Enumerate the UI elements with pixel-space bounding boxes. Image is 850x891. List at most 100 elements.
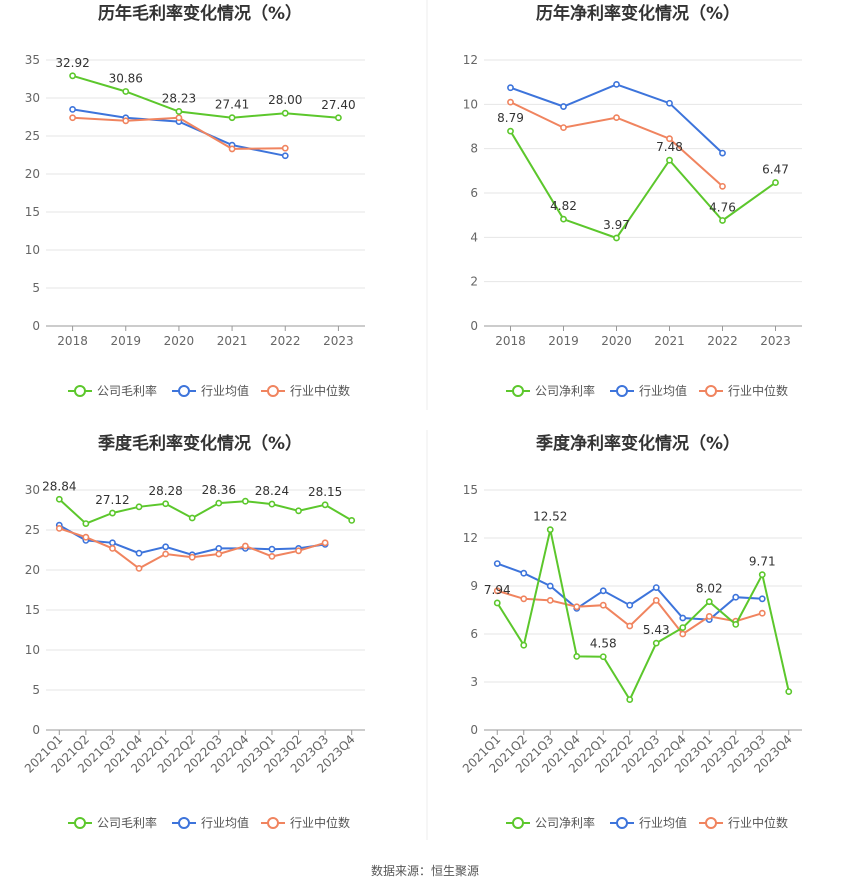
y-tick-label: 0 xyxy=(470,319,478,333)
data-point xyxy=(626,696,634,703)
chart-3: 季度毛利率变化情况（%）0510152025302021Q12021Q22021… xyxy=(22,433,365,830)
chart-title: 历年净利率变化情况（%） xyxy=(536,3,740,24)
data-point xyxy=(69,72,76,80)
y-tick-label: 6 xyxy=(470,627,478,641)
x-tick-label: 2019 xyxy=(548,334,579,348)
x-tick-label: 2022 xyxy=(270,334,301,348)
data-point xyxy=(228,114,236,122)
data-point xyxy=(109,539,116,547)
data-label: 5.43 xyxy=(643,623,670,637)
data-point xyxy=(268,545,276,553)
data-label: 28.24 xyxy=(255,484,289,498)
data-point xyxy=(493,560,501,567)
y-tick-label: 2 xyxy=(470,275,478,289)
data-point xyxy=(599,587,607,595)
data-point xyxy=(55,525,63,532)
data-point xyxy=(573,653,581,660)
data-point xyxy=(162,500,170,508)
x-tick-label: 2020 xyxy=(601,334,632,348)
data-point xyxy=(109,545,116,552)
data-point xyxy=(626,601,634,609)
legend-marker-icon xyxy=(74,385,86,397)
legend-item-1: 公司毛利率 xyxy=(68,815,157,830)
legend-label: 行业中位数 xyxy=(290,383,350,398)
y-tick-label: 25 xyxy=(25,129,40,143)
legend-marker-icon xyxy=(178,817,190,829)
legend-label: 行业均值 xyxy=(639,383,687,398)
data-point xyxy=(652,597,660,604)
data-point xyxy=(758,595,766,603)
data-point xyxy=(348,517,356,524)
legend-marker-icon xyxy=(616,385,628,397)
data-point xyxy=(520,641,528,649)
data-label: 28.28 xyxy=(148,484,182,498)
y-tick-label: 20 xyxy=(25,167,40,181)
data-point xyxy=(507,127,514,135)
legend-marker-icon xyxy=(512,817,524,829)
data-point xyxy=(321,501,329,509)
data-point xyxy=(732,621,740,628)
data-point xyxy=(82,520,90,527)
data-point xyxy=(281,109,289,117)
y-tick-label: 10 xyxy=(25,243,40,257)
legend-label: 行业均值 xyxy=(201,383,249,398)
data-label: 28.36 xyxy=(202,483,236,497)
legend-label: 行业中位数 xyxy=(728,383,788,398)
legend-label: 公司毛利率 xyxy=(97,383,157,398)
data-point xyxy=(135,503,143,511)
legend-marker-icon xyxy=(616,817,628,829)
data-point xyxy=(626,622,634,630)
data-point xyxy=(719,182,726,190)
legend-item-3: 行业中位数 xyxy=(699,383,788,398)
y-tick-label: 0 xyxy=(470,723,478,737)
y-tick-label: 25 xyxy=(25,523,40,537)
data-point xyxy=(719,217,726,224)
data-point xyxy=(560,124,567,132)
data-point xyxy=(109,509,116,517)
data-point xyxy=(599,601,607,609)
legend-marker-icon xyxy=(74,817,86,829)
data-point xyxy=(785,688,793,695)
legend-item-2: 行业均值 xyxy=(610,815,687,830)
data-point xyxy=(613,114,620,122)
data-point xyxy=(758,609,766,617)
x-tick-label: 2023 xyxy=(760,334,791,348)
data-point xyxy=(295,547,302,555)
legend-label: 公司毛利率 xyxy=(97,815,157,830)
legend-marker-icon xyxy=(705,817,717,829)
data-point xyxy=(122,88,130,95)
data-point xyxy=(295,507,302,515)
x-tick-label: 2018 xyxy=(495,334,526,348)
data-point xyxy=(69,106,76,113)
data-point xyxy=(281,152,289,160)
x-tick-label: 2021 xyxy=(654,334,685,348)
data-point xyxy=(652,584,660,591)
y-tick-label: 35 xyxy=(25,53,40,67)
y-tick-label: 0 xyxy=(32,723,40,737)
data-label: 27.12 xyxy=(95,493,129,507)
x-tick-label: 2021 xyxy=(217,334,248,348)
data-point xyxy=(268,500,276,508)
data-point xyxy=(666,135,673,143)
data-point xyxy=(573,603,581,611)
data-label: 9.71 xyxy=(749,555,776,569)
data-label: 12.52 xyxy=(533,510,567,524)
series-line-1 xyxy=(509,130,777,240)
data-label: 6.47 xyxy=(762,163,789,177)
data-label: 8.02 xyxy=(696,582,723,596)
data-point xyxy=(122,117,130,125)
data-label: 28.00 xyxy=(268,93,302,107)
chart-1: 历年毛利率变化情况（%） 0 5 10 15 20 25 30 35 2018 2019 2020 20… xyxy=(25,3,365,398)
data-point xyxy=(55,495,63,503)
data-label: 27.40 xyxy=(321,98,355,112)
x-tick-label: 2020 xyxy=(164,334,195,348)
data-point xyxy=(546,582,554,590)
legend-label: 行业中位数 xyxy=(728,815,788,830)
y-tick-label: 6 xyxy=(470,186,478,200)
data-point xyxy=(546,597,554,604)
data-label: 7.94 xyxy=(484,583,511,597)
data-point xyxy=(162,543,170,551)
data-point xyxy=(599,653,607,661)
data-point xyxy=(679,624,687,631)
